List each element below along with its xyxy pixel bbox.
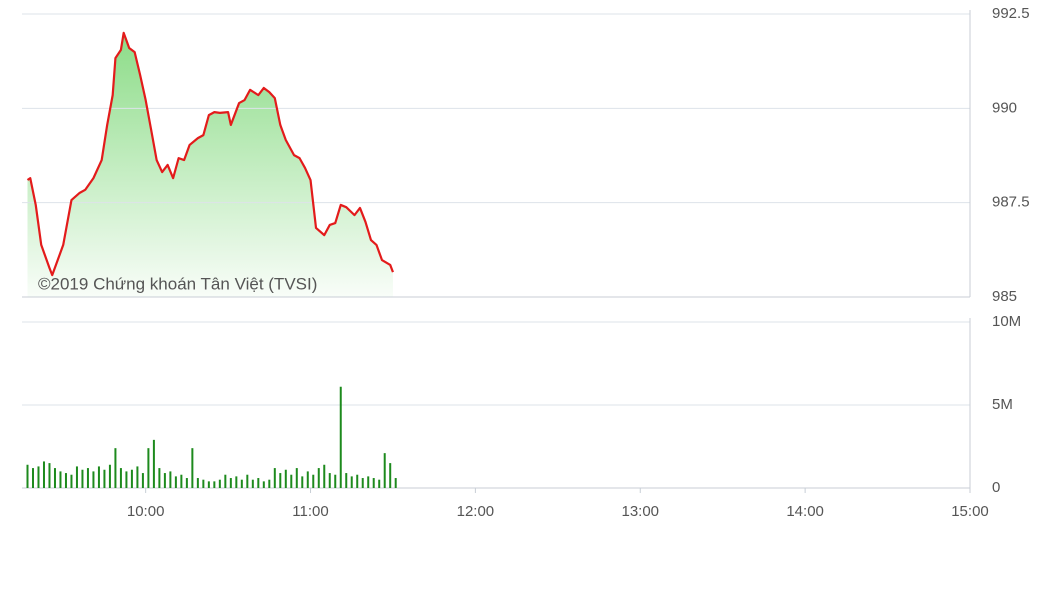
volume-bar <box>81 469 84 488</box>
volume-bar <box>372 478 375 488</box>
y-tick-label: 987.5 <box>992 194 1030 211</box>
volume-bar <box>31 468 34 488</box>
x-tick-label: 14:00 <box>786 503 824 520</box>
volume-bar <box>356 474 359 488</box>
volume-bar <box>290 474 293 488</box>
volume-bar <box>152 439 155 488</box>
volume-bar <box>48 463 51 488</box>
volume-bar <box>119 468 122 488</box>
volume-bar <box>383 453 386 488</box>
volume-bar <box>196 478 199 488</box>
volume-bar <box>163 473 166 488</box>
volume-bar <box>257 478 260 488</box>
volume-bar <box>251 479 254 488</box>
volume-bar <box>185 478 188 488</box>
x-tick-label: 15:00 <box>951 503 989 520</box>
volume-bar <box>26 464 29 488</box>
volume-bar <box>279 473 282 488</box>
volume-bar <box>224 474 227 488</box>
volume-bar <box>378 479 381 488</box>
x-tick-label: 11:00 <box>292 503 328 520</box>
volume-bar <box>295 468 298 488</box>
volume-bar <box>202 479 205 488</box>
volume-bar <box>42 461 45 488</box>
y-tick-label: 0 <box>992 479 1000 496</box>
volume-bar <box>147 448 150 488</box>
y-tick-label: 10M <box>992 313 1021 330</box>
x-tick-label: 12:00 <box>457 503 495 520</box>
volume-bar <box>389 463 392 488</box>
volume-bar <box>339 386 342 488</box>
volume-bar <box>328 473 331 488</box>
volume-bar <box>70 474 73 488</box>
volume-bar <box>218 479 221 488</box>
volume-bar <box>312 474 315 488</box>
price-line <box>26 31 394 277</box>
volume-bar <box>64 473 67 488</box>
volume-bar <box>53 468 56 488</box>
volume-bar <box>103 469 106 488</box>
volume-bar <box>235 476 238 488</box>
volume-bar <box>92 471 95 488</box>
volume-bar <box>240 479 243 488</box>
volume-bar <box>306 471 309 488</box>
volume-bar <box>317 468 320 488</box>
volume-bar <box>108 464 111 488</box>
volume-bar <box>141 473 144 488</box>
volume-bar <box>136 466 139 488</box>
volume-bar <box>262 481 265 488</box>
volume-bar <box>229 478 232 488</box>
y-tick-label: 985 <box>992 288 1017 305</box>
volume-bar <box>180 474 183 488</box>
volume-bar <box>213 481 216 488</box>
watermark: ©2019 Chứng khoán Tân Việt (TVSI) <box>38 274 317 293</box>
volume-bar <box>75 466 78 488</box>
x-tick-label: 13:00 <box>621 503 659 520</box>
volume-bar <box>97 466 100 488</box>
volume-bar <box>367 476 370 488</box>
volume-bar <box>114 448 117 488</box>
volume-bar <box>158 468 161 488</box>
volume-bar <box>323 464 326 488</box>
volume-bar <box>169 471 172 488</box>
volume-bar <box>301 476 304 488</box>
y-tick-label: 990 <box>992 99 1017 116</box>
volume-bar <box>59 471 62 488</box>
volume-bar <box>125 471 128 488</box>
volume-bar <box>174 476 177 488</box>
volume-bar <box>246 474 249 488</box>
y-tick-label: 992.5 <box>992 5 1030 22</box>
volume-bar <box>130 469 133 488</box>
volume-bar <box>361 478 364 488</box>
volume-bar <box>268 479 271 488</box>
volume-bar <box>334 474 337 488</box>
volume-bar <box>37 466 40 488</box>
volume-bar <box>284 469 287 488</box>
volume-bar <box>394 478 397 488</box>
volume-bar <box>191 448 194 488</box>
volume-bar <box>350 476 353 488</box>
area <box>27 32 393 297</box>
y-tick-label: 5M <box>992 396 1013 413</box>
x-tick-label: 10:00 <box>127 503 165 520</box>
volume-bar <box>273 468 276 488</box>
volume-bar <box>207 481 210 488</box>
volume-bar <box>345 473 348 488</box>
volume-bar <box>86 468 89 488</box>
